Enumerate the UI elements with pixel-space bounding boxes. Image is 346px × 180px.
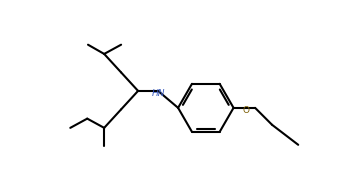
- Text: HN: HN: [151, 89, 165, 98]
- Text: O: O: [242, 106, 249, 115]
